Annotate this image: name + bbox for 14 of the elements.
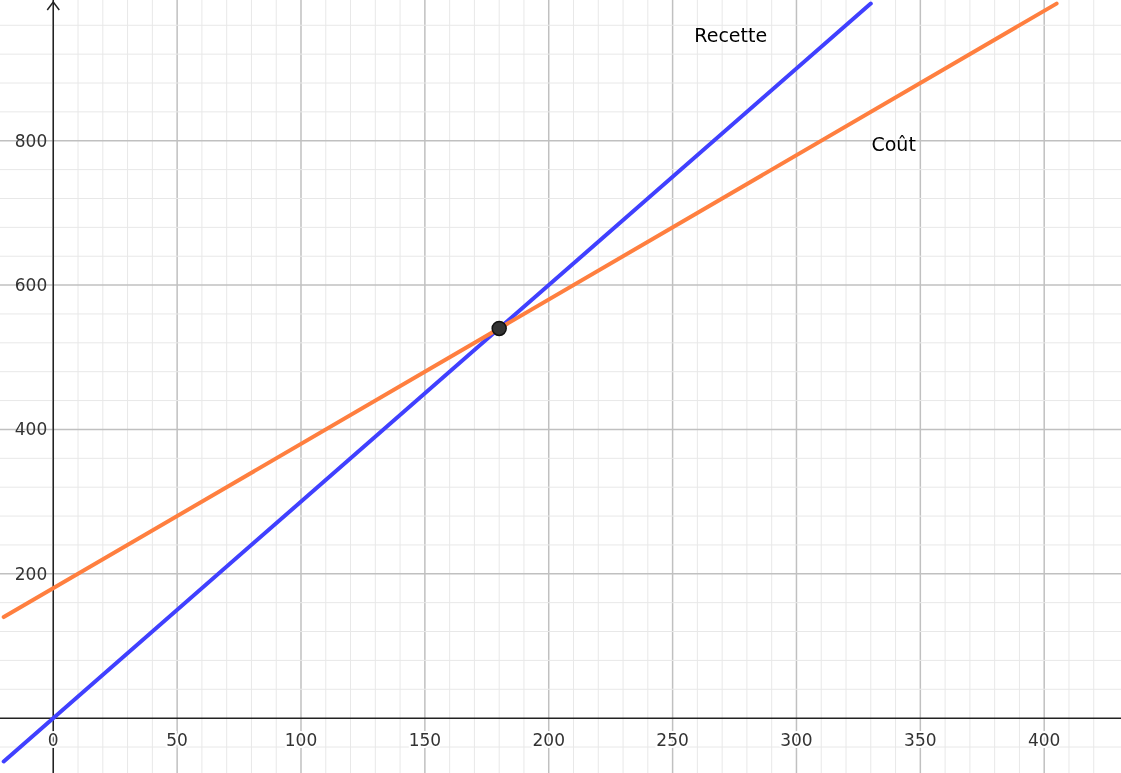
x-tick-label: 200 <box>532 730 565 751</box>
x-tick-label: 400 <box>1027 730 1061 751</box>
x-tick-label: 350 <box>904 730 937 751</box>
x-tick-label: 150 <box>408 730 442 751</box>
y-tick-label: 400 <box>14 419 48 440</box>
y-tick-label: 200 <box>14 563 48 584</box>
series-label: Recette <box>694 24 768 47</box>
y-tick-label: 800 <box>14 130 48 151</box>
x-tick-label: 250 <box>656 730 689 751</box>
x-tick-label: 300 <box>780 730 813 751</box>
x-tick-label: 100 <box>284 730 318 751</box>
series-label: Coût <box>871 132 916 155</box>
y-tick-label: 600 <box>14 275 48 296</box>
x-tick-label: 50 <box>166 730 188 751</box>
